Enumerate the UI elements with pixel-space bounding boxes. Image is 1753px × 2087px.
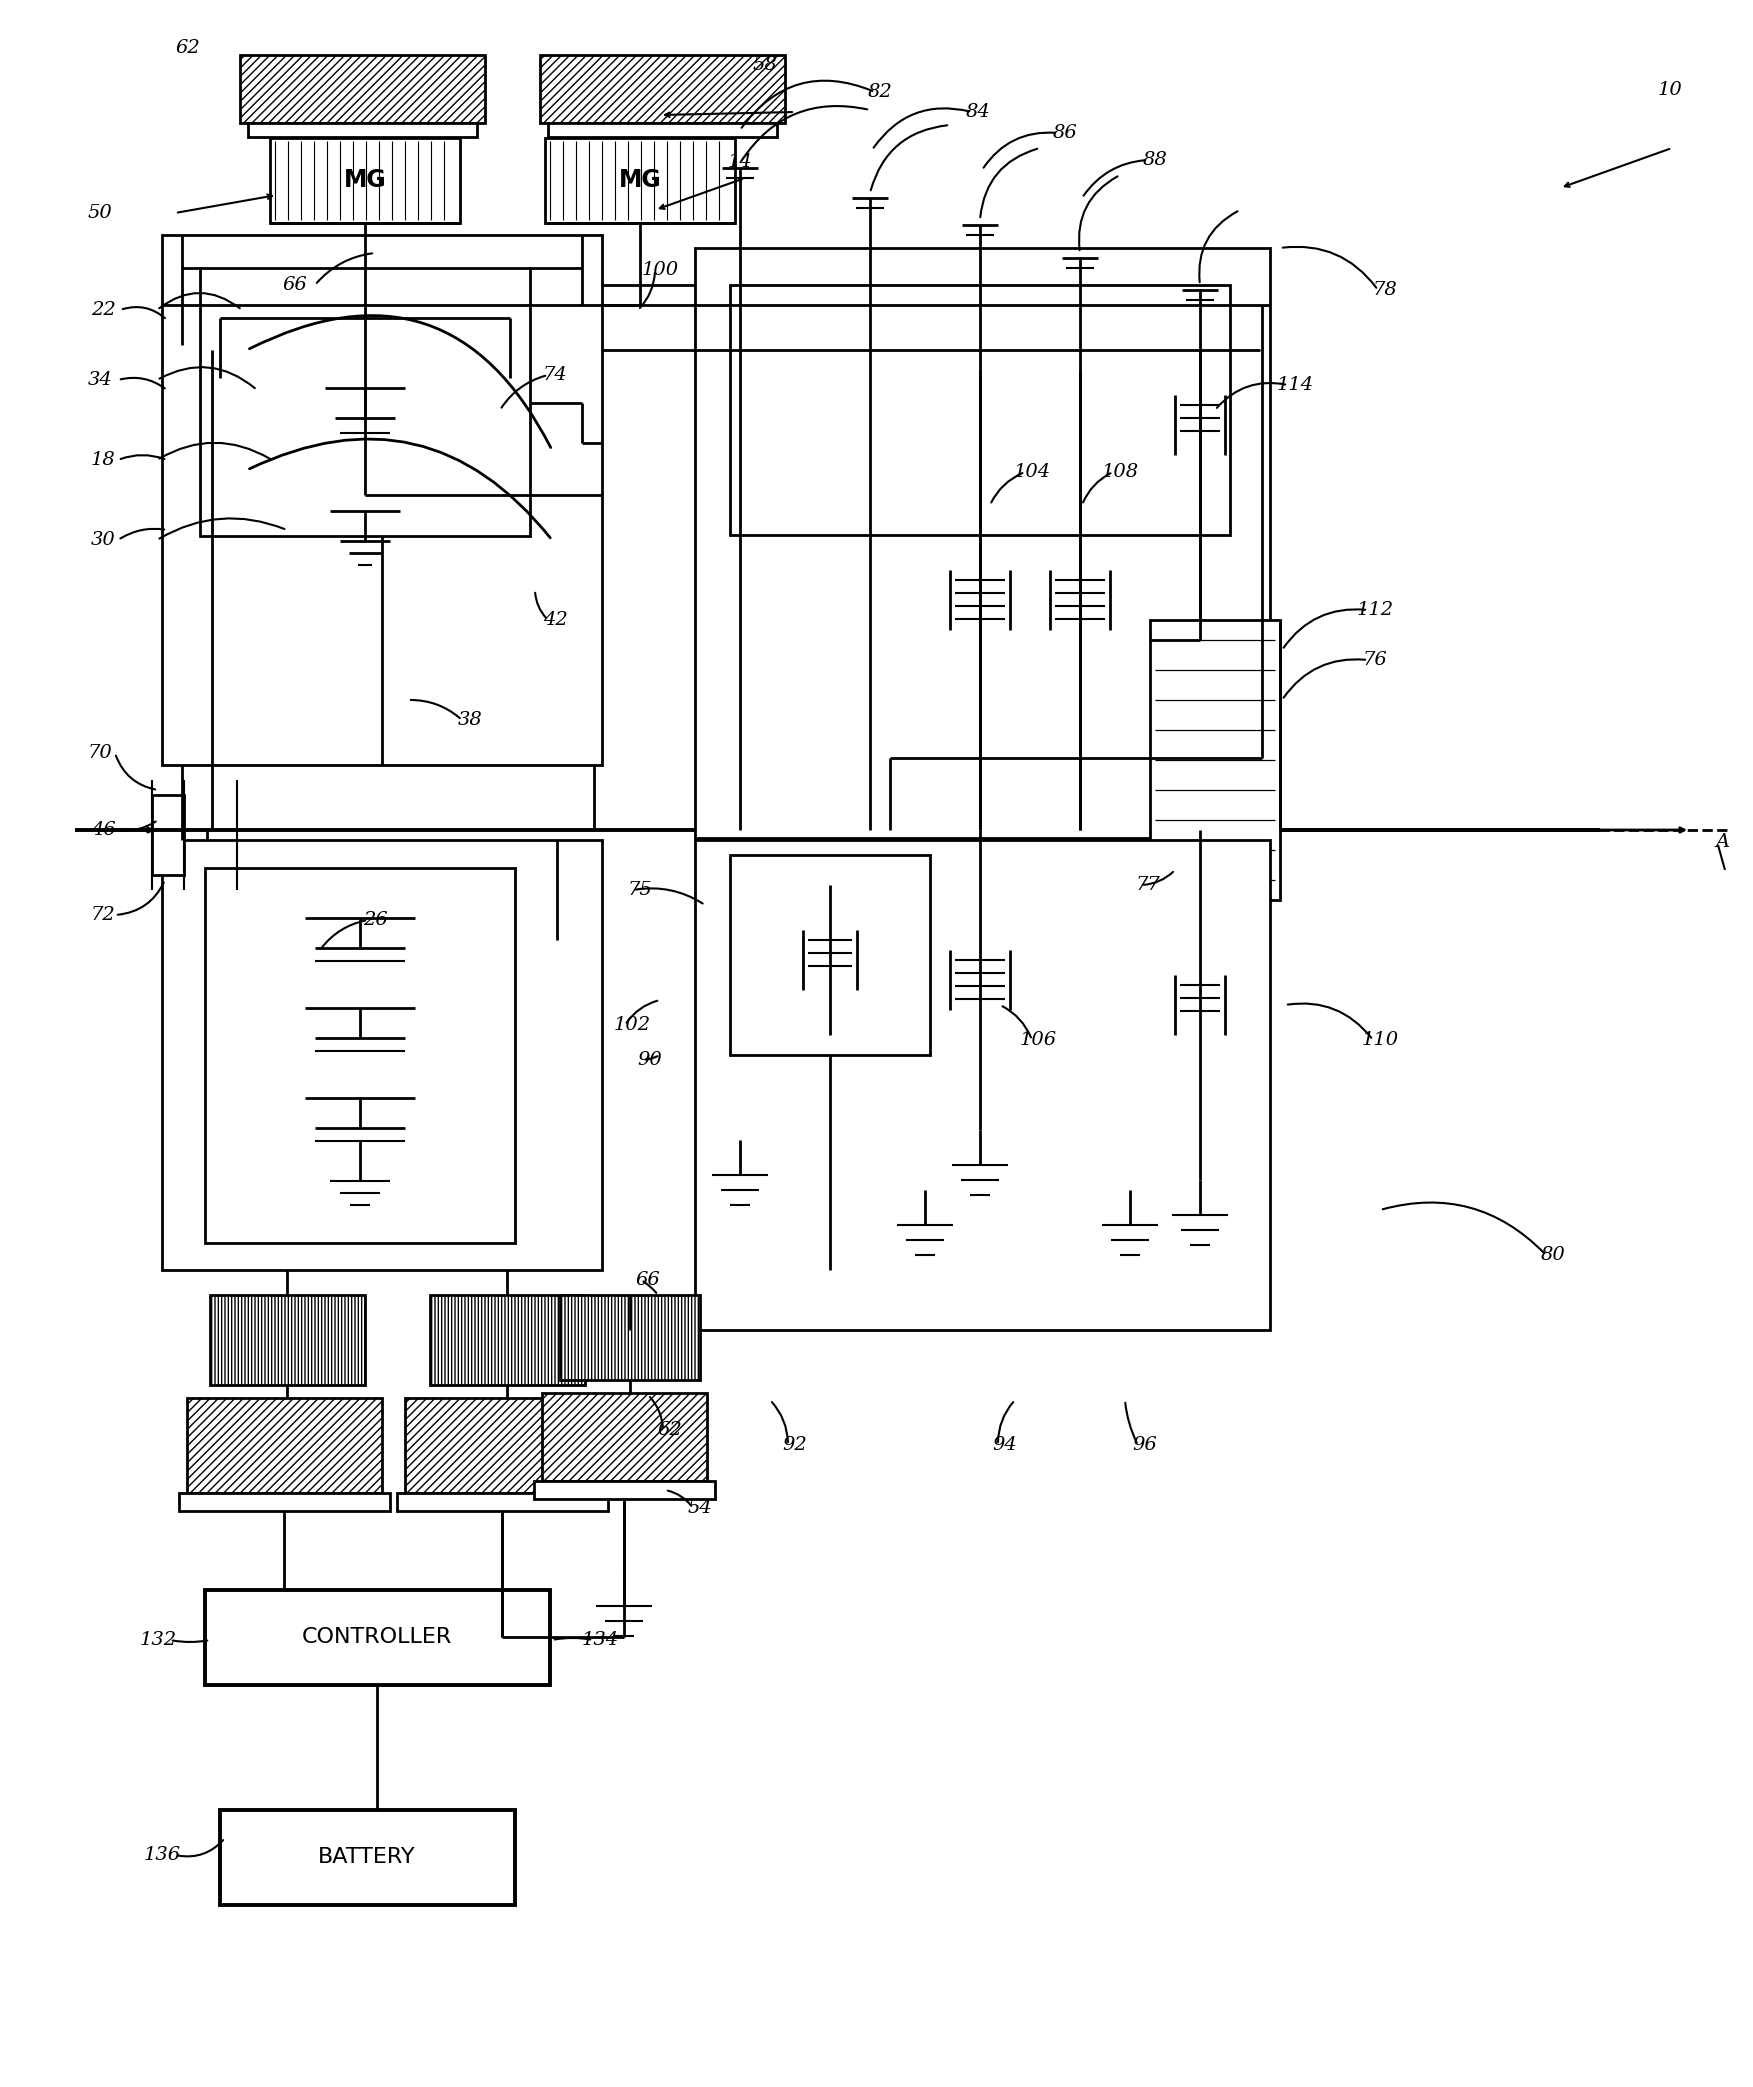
Text: 84: 84 [966,102,990,121]
Text: 110: 110 [1362,1031,1399,1050]
Text: 82: 82 [868,83,892,100]
Text: 70: 70 [88,743,112,762]
Bar [535,1482,715,1498]
Text: 50: 50 [88,205,112,221]
Text: 94: 94 [992,1436,1017,1455]
Text: 54: 54 [687,1498,712,1517]
Bar [429,1296,586,1386]
Bar [540,54,785,123]
Text: 26: 26 [363,912,387,929]
Bar [188,1398,382,1492]
Text: 92: 92 [782,1436,808,1455]
Text: 10: 10 [1658,81,1683,98]
Bar [694,839,1269,1329]
Bar [729,856,931,1056]
Text: 66: 66 [282,275,307,294]
Text: A: A [1716,833,1730,851]
Text: 106: 106 [1020,1031,1057,1050]
Bar [210,1296,365,1386]
Bar [240,54,486,123]
Text: 114: 114 [1276,376,1313,394]
Text: 108: 108 [1101,463,1138,480]
Text: MG: MG [344,167,386,192]
Bar [205,1590,550,1684]
Bar [153,795,184,874]
Text: 14: 14 [727,152,752,171]
Text: 46: 46 [91,820,116,839]
Bar [559,1296,699,1380]
Text: 62: 62 [657,1421,682,1440]
Text: 104: 104 [1013,463,1050,480]
Text: 100: 100 [642,261,678,280]
Text: 136: 136 [144,1847,181,1864]
Text: 18: 18 [91,451,116,470]
Text: 22: 22 [91,301,116,319]
Text: 66: 66 [636,1271,661,1290]
Bar [405,1398,600,1492]
Text: 42: 42 [543,611,568,628]
Text: 76: 76 [1362,651,1387,670]
Text: 78: 78 [1373,282,1397,298]
Text: 88: 88 [1143,150,1167,169]
Text: 77: 77 [1136,877,1160,893]
Text: CONTROLLER: CONTROLLER [302,1628,452,1647]
Bar [200,267,529,536]
Text: 90: 90 [638,1052,663,1069]
Bar [205,868,515,1244]
Bar [694,248,1269,839]
Text: 72: 72 [91,906,116,925]
Bar [270,138,459,223]
Bar [542,1392,706,1482]
Text: 96: 96 [1132,1436,1157,1455]
Bar [396,1492,608,1511]
Text: 58: 58 [752,56,777,73]
Text: 30: 30 [91,530,116,549]
Bar [161,839,601,1271]
Bar [545,138,735,223]
Text: 80: 80 [1541,1246,1565,1265]
Text: 38: 38 [458,712,482,728]
Bar [549,123,777,138]
Text: 132: 132 [140,1632,177,1649]
Bar [179,1492,389,1511]
Text: 86: 86 [1052,123,1078,142]
Text: 102: 102 [614,1016,650,1033]
Bar [219,1809,515,1905]
Bar [729,286,1231,534]
Text: 75: 75 [628,881,652,899]
Text: BATTERY: BATTERY [319,1847,415,1868]
Text: 34: 34 [88,371,112,388]
Bar [1150,620,1280,899]
Bar [161,236,601,766]
Text: MG: MG [619,167,661,192]
Text: 62: 62 [175,40,200,56]
Bar [247,123,477,138]
Text: 74: 74 [543,365,568,384]
Text: 134: 134 [582,1632,619,1649]
Text: 112: 112 [1357,601,1394,620]
